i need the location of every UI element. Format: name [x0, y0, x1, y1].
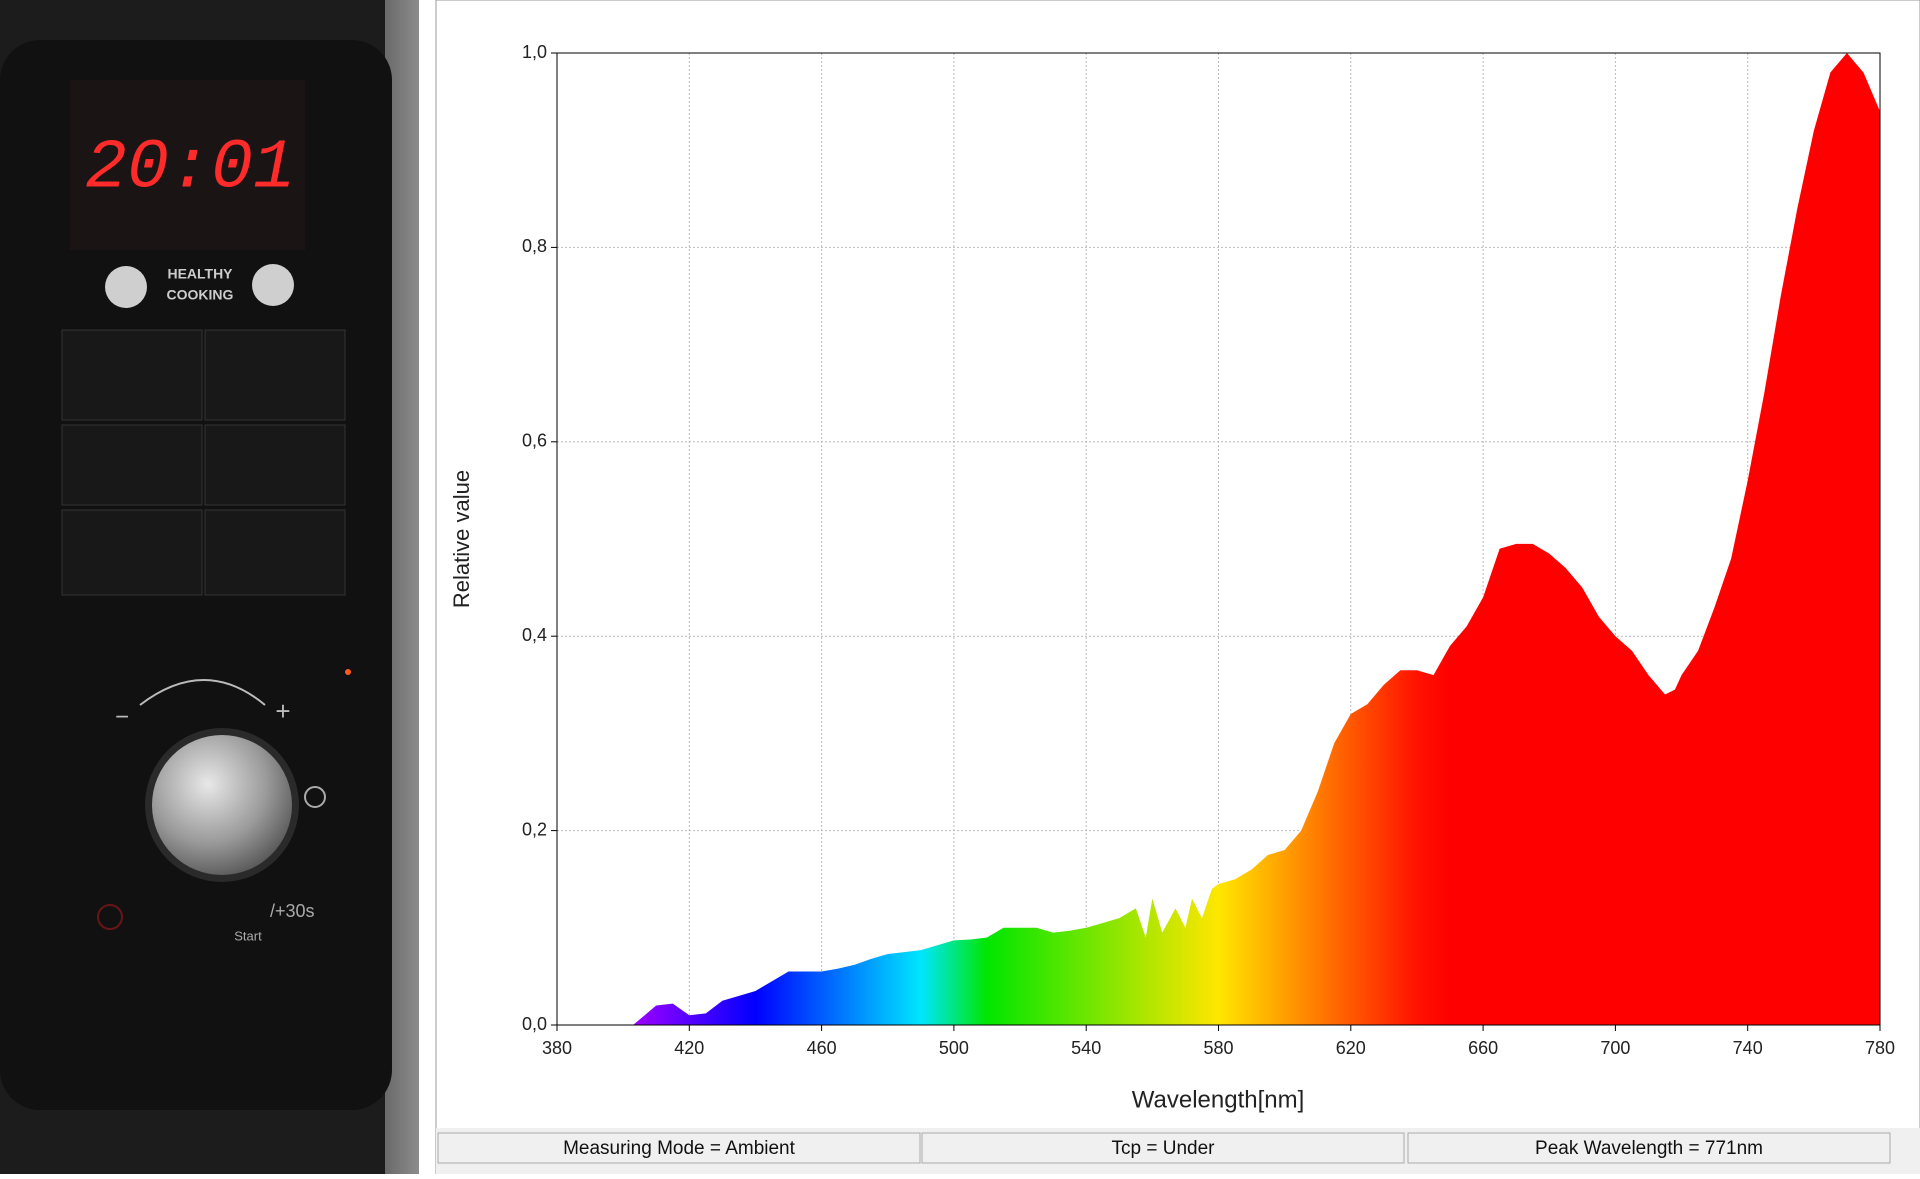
button [204, 329, 346, 421]
status-text: Peak Wavelength = 771nm [1535, 1138, 1763, 1159]
x-tick-label: 460 [807, 1038, 837, 1058]
icon [252, 264, 294, 306]
knob-minus: − [115, 703, 129, 730]
x-tick-label: 660 [1468, 1038, 1498, 1058]
x-tick-label: 740 [1733, 1038, 1763, 1058]
spectrum-area [633, 53, 1880, 1025]
button [61, 329, 203, 421]
y-tick-label: 0,0 [522, 1014, 547, 1034]
status-cell [921, 1132, 1405, 1164]
status-cell [437, 1132, 921, 1164]
y-axis-label: Relative value [449, 470, 474, 608]
status-cell [1407, 1132, 1891, 1164]
clock-icon [304, 786, 326, 808]
display-window [70, 80, 305, 250]
badge-text: HEALTHY [167, 266, 233, 282]
y-tick-label: 0,4 [522, 625, 547, 645]
x-tick-label: 500 [939, 1038, 969, 1058]
x-tick-label: 780 [1865, 1038, 1895, 1058]
x-tick-label: 420 [674, 1038, 704, 1058]
button [204, 424, 346, 506]
button-label: Start [234, 928, 262, 943]
button [61, 424, 203, 506]
status-text: Tcp = Under [1112, 1138, 1216, 1159]
knob [152, 735, 292, 875]
knob-arc [139, 679, 266, 706]
knob-plus: + [275, 696, 290, 726]
x-tick-label: 620 [1336, 1038, 1366, 1058]
stop-icon [97, 904, 123, 930]
x-tick-label: 580 [1203, 1038, 1233, 1058]
y-tick-label: 0,8 [522, 236, 547, 256]
y-tick-label: 0,6 [522, 431, 547, 451]
icon [105, 266, 147, 308]
x-tick-label: 380 [542, 1038, 572, 1058]
y-tick-label: 1,0 [522, 42, 547, 62]
button-grid [61, 329, 346, 596]
x-axis-label: Wavelength[nm] [1132, 1086, 1305, 1113]
x-tick-label: 540 [1071, 1038, 1101, 1058]
led [345, 669, 351, 675]
button-label: /+30s [270, 901, 315, 921]
button [61, 509, 203, 596]
badge-text: COOKING [167, 287, 234, 303]
display-digits: 20:01 [85, 129, 295, 208]
x-tick-label: 700 [1600, 1038, 1630, 1058]
status-text: Measuring Mode = Ambient [563, 1138, 796, 1159]
button [204, 509, 346, 596]
y-tick-label: 0,2 [522, 819, 547, 839]
